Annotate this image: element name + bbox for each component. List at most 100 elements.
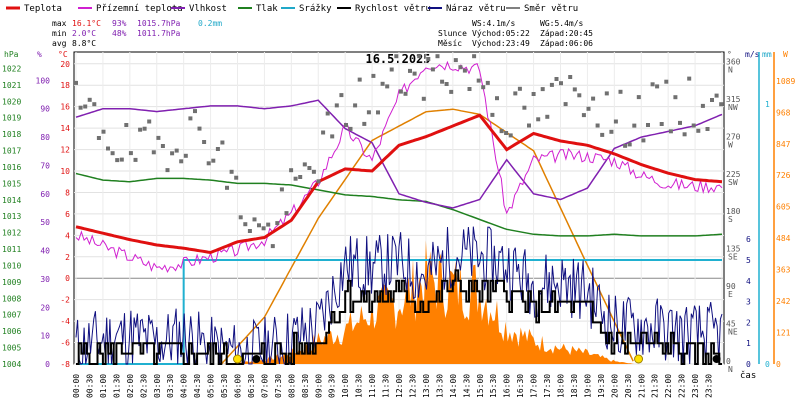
- dir-point: [106, 146, 110, 151]
- tick-label-time: 15:00: [476, 374, 485, 398]
- legend-item-smer-vetru: Směr větru: [506, 4, 578, 14]
- dir-point: [151, 150, 156, 155]
- tick-label-dir-deg: 45: [726, 320, 736, 329]
- dir-point: [696, 128, 701, 133]
- info-block: WS:4.1m/s WG:5.4m/s Slunce Východ:05:22 …: [438, 19, 593, 48]
- tick-label-ms: 3: [746, 298, 751, 307]
- tick-label-time: 19:30: [597, 374, 606, 398]
- tick-label-degc: -4: [60, 317, 70, 326]
- tick-label-time: 20:00: [610, 374, 619, 398]
- axis-units: hPa % °C ° m/s mm W: [4, 50, 788, 59]
- dir-point: [394, 54, 399, 59]
- dir-point: [577, 93, 582, 98]
- tick-label-degc: -2: [60, 296, 70, 305]
- tick-label-time: 00:30: [85, 374, 94, 398]
- dir-point: [289, 168, 294, 173]
- dir-point: [124, 123, 129, 127]
- tick-label-time: 09:00: [314, 374, 323, 398]
- dir-point: [591, 96, 596, 101]
- tick-label-dir-name: W: [728, 140, 733, 149]
- tick-label-degc: 12: [60, 146, 70, 155]
- dir-point: [174, 148, 179, 153]
- tick-label-time: 04:30: [193, 374, 202, 398]
- dir-point: [485, 80, 490, 85]
- dir-point: [234, 175, 239, 180]
- tick-label-hpa: 1013: [2, 212, 21, 221]
- tick-label-hpa: 1010: [2, 261, 21, 270]
- dir-point: [641, 138, 646, 143]
- tick-label-hpa: 1011: [2, 245, 21, 254]
- dir-point: [449, 89, 454, 94]
- dir-point: [499, 129, 504, 134]
- stats-avg-label: avg: [52, 39, 67, 48]
- tick-label-pct: 90: [40, 105, 50, 114]
- stats-max-hum: 93%: [112, 19, 127, 28]
- dir-point: [238, 215, 243, 220]
- tick-label-pct: 40: [40, 247, 50, 256]
- dir-point: [664, 79, 669, 84]
- tick-label-dir-name: SW: [728, 178, 738, 187]
- tick-label-pct: 100: [36, 76, 51, 85]
- stats-max-label: max: [52, 19, 67, 28]
- series-layer: [74, 54, 724, 366]
- dir-point: [536, 117, 541, 122]
- dir-point: [110, 151, 115, 156]
- tick-label-time: 08:00: [287, 374, 296, 398]
- dir-point: [321, 130, 326, 135]
- dir-point: [270, 244, 275, 249]
- tick-label-hpa: 1009: [2, 278, 21, 287]
- tick-label-time: 13:00: [422, 374, 431, 398]
- dir-point: [554, 77, 559, 81]
- dir-point: [74, 80, 78, 85]
- dir-point: [421, 96, 426, 101]
- tick-label-w: 0: [776, 360, 781, 369]
- dir-point: [527, 123, 531, 128]
- dir-point: [549, 82, 554, 87]
- tick-label-ms: 1: [746, 339, 751, 348]
- tick-label-pct: 70: [40, 161, 50, 170]
- dir-point: [211, 158, 216, 163]
- dir-point: [613, 119, 618, 124]
- tick-label-time: 05:00: [207, 374, 216, 398]
- dir-point: [673, 95, 678, 100]
- tick-label-degc: -8: [60, 360, 70, 369]
- tick-label-dir-name: NW: [728, 103, 738, 112]
- dir-point: [412, 71, 417, 76]
- dir-point: [435, 54, 440, 59]
- tick-label-time: 03:00: [153, 374, 162, 398]
- tick-label-dir-deg: 0: [726, 357, 731, 366]
- x-axis: 00:00 00:30 01:00 01:30 02:00 02:30 03:00 03:30…: [72, 374, 714, 398]
- dir-point: [366, 110, 371, 115]
- dir-point: [128, 151, 133, 156]
- dir-point: [659, 122, 664, 126]
- dir-point: [678, 120, 682, 125]
- stats-max-press: 1015.7hPa: [137, 19, 181, 28]
- tick-label-ms: 4: [746, 277, 751, 286]
- stats-block: max 16.1°C 93% 1015.7hPa 0.2mm min 2.0°C…: [52, 19, 222, 48]
- tick-label-ms: 0: [746, 360, 751, 369]
- tick-label-hpa: 1020: [2, 97, 21, 106]
- dir-point: [440, 79, 445, 84]
- tick-label-dir-deg: 270: [726, 132, 741, 141]
- tick-label-time: 19:00: [583, 374, 592, 398]
- dir-point: [472, 54, 477, 59]
- dir-point: [408, 68, 412, 73]
- stats-max-temp: 16.1°C: [72, 19, 101, 28]
- tick-label-time: 15:30: [489, 374, 498, 398]
- stats-min-temp: 2.0°C: [72, 29, 96, 38]
- dir-point: [444, 82, 449, 86]
- tick-label-w: 847: [776, 140, 791, 149]
- tick-label-hpa: 1017: [2, 147, 21, 156]
- tick-label-pct: 50: [40, 218, 50, 227]
- legend-label: Směr větru: [524, 4, 578, 14]
- dir-point: [371, 73, 376, 78]
- dir-point: [215, 147, 220, 151]
- series-theoretical-solar: [220, 108, 634, 365]
- dir-point: [462, 68, 467, 73]
- dir-point: [655, 84, 660, 89]
- dir-point: [705, 127, 710, 131]
- tick-label-w: 605: [776, 203, 791, 212]
- tick-label-time: 14:30: [462, 374, 471, 398]
- tick-label-dir-name: S: [728, 215, 733, 224]
- tick-label-degc: 6: [65, 210, 70, 219]
